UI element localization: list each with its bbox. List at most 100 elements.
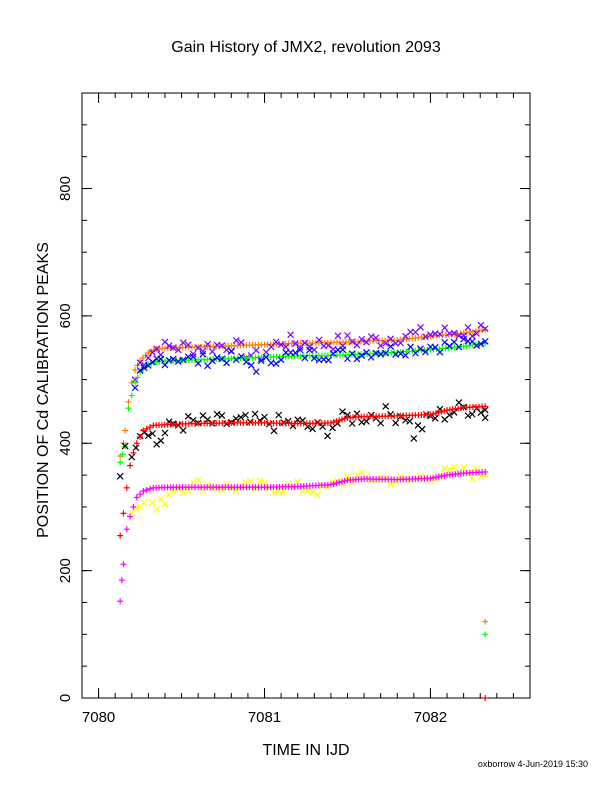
data-point bbox=[147, 424, 154, 431]
data-point bbox=[358, 335, 366, 343]
data-point bbox=[179, 339, 187, 347]
data-point bbox=[218, 412, 226, 419]
data-point bbox=[161, 500, 169, 508]
data-point bbox=[117, 459, 124, 466]
data-point bbox=[157, 355, 165, 363]
data-point bbox=[309, 488, 317, 496]
data-point bbox=[314, 491, 322, 499]
y-tick-label: 800 bbox=[57, 176, 74, 201]
data-point bbox=[140, 499, 148, 507]
data-point bbox=[242, 358, 250, 366]
data-point bbox=[165, 491, 173, 499]
data-point bbox=[473, 342, 480, 350]
data-point bbox=[325, 356, 332, 364]
data-point bbox=[227, 347, 235, 355]
data-point bbox=[132, 367, 139, 374]
data-point bbox=[334, 332, 342, 340]
data-point bbox=[125, 405, 132, 412]
data-point bbox=[194, 344, 202, 352]
data-point bbox=[481, 337, 489, 345]
data-point bbox=[125, 398, 132, 405]
data-point bbox=[329, 350, 337, 358]
data-point bbox=[165, 356, 173, 364]
data-point bbox=[432, 410, 439, 417]
data-point bbox=[242, 411, 249, 419]
data-point bbox=[119, 451, 126, 458]
data-point bbox=[131, 384, 139, 392]
data-point bbox=[179, 426, 187, 434]
data-point bbox=[382, 402, 390, 410]
data-point bbox=[270, 488, 278, 496]
data-point bbox=[315, 336, 323, 344]
data-point bbox=[199, 350, 207, 358]
data-point bbox=[341, 415, 348, 422]
data-point bbox=[406, 417, 414, 425]
data-point bbox=[179, 489, 187, 496]
data-point bbox=[296, 346, 304, 354]
data-point bbox=[123, 526, 130, 533]
data-point bbox=[438, 408, 445, 415]
data-point bbox=[267, 343, 275, 351]
data-point bbox=[338, 478, 345, 485]
data-point bbox=[435, 409, 442, 416]
data-point bbox=[333, 480, 340, 487]
data-point bbox=[208, 357, 216, 365]
data-point bbox=[165, 342, 173, 350]
data-point bbox=[127, 513, 134, 520]
data-point bbox=[144, 432, 152, 440]
data-point bbox=[237, 352, 245, 360]
data-point bbox=[213, 354, 221, 361]
data-point bbox=[324, 432, 331, 440]
data-point bbox=[199, 347, 207, 355]
data-point bbox=[184, 341, 192, 349]
data-point bbox=[294, 478, 302, 486]
data-point bbox=[468, 475, 476, 482]
x-axis: 7080 7081 7082 bbox=[82, 93, 514, 726]
y-tick-label: 600 bbox=[57, 303, 74, 328]
data-point bbox=[252, 346, 260, 354]
data-point bbox=[140, 488, 147, 495]
data-point bbox=[336, 417, 343, 424]
data-point bbox=[397, 339, 405, 347]
data-point bbox=[262, 353, 270, 361]
data-point bbox=[341, 477, 348, 484]
data-point bbox=[481, 325, 489, 333]
data-point bbox=[468, 410, 476, 418]
data-point bbox=[330, 419, 337, 426]
data-point bbox=[348, 420, 356, 427]
data-point bbox=[339, 346, 347, 354]
data-point bbox=[143, 425, 150, 432]
data-point bbox=[417, 345, 424, 353]
data-point bbox=[157, 437, 165, 445]
data-point bbox=[194, 360, 202, 367]
data-point bbox=[291, 340, 299, 347]
data-points bbox=[116, 321, 489, 701]
data-point bbox=[330, 480, 337, 487]
data-point bbox=[161, 429, 169, 437]
data-point bbox=[348, 338, 356, 346]
data-point bbox=[477, 321, 485, 329]
data-point bbox=[116, 472, 124, 480]
data-point bbox=[121, 442, 129, 450]
data-point bbox=[338, 416, 345, 423]
data-point bbox=[184, 353, 192, 361]
data-point bbox=[130, 449, 137, 456]
data-point bbox=[147, 485, 154, 492]
data-point bbox=[140, 427, 147, 434]
x-tick-label: 7081 bbox=[248, 709, 281, 726]
data-point bbox=[280, 488, 287, 496]
data-point bbox=[120, 561, 127, 568]
data-point bbox=[477, 340, 485, 348]
data-point bbox=[140, 364, 148, 372]
y-tick-label: 0 bbox=[57, 694, 74, 702]
data-point bbox=[130, 503, 137, 510]
data-point bbox=[153, 345, 161, 353]
data-point bbox=[392, 419, 400, 427]
data-point bbox=[213, 410, 221, 418]
data-point bbox=[237, 413, 245, 421]
data-point bbox=[189, 353, 197, 361]
data-point bbox=[441, 464, 449, 472]
data-point bbox=[418, 425, 426, 433]
data-point bbox=[309, 425, 317, 433]
data-point bbox=[367, 333, 375, 340]
